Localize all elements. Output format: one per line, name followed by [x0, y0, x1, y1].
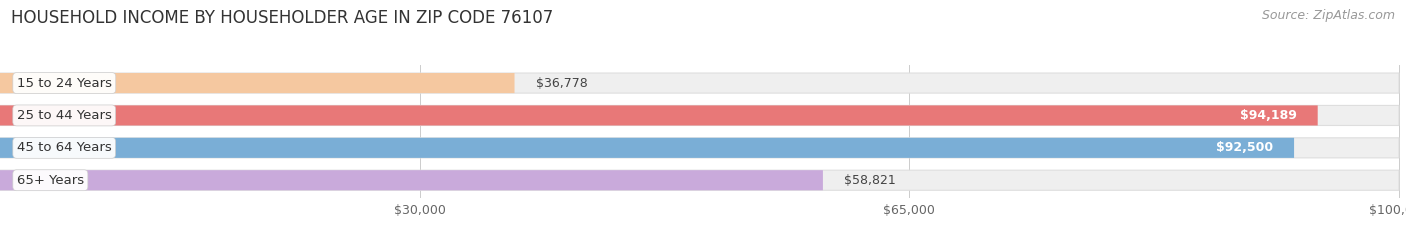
Text: 45 to 64 Years: 45 to 64 Years — [17, 141, 111, 154]
FancyBboxPatch shape — [0, 170, 823, 190]
Text: $36,778: $36,778 — [536, 77, 588, 89]
Text: Source: ZipAtlas.com: Source: ZipAtlas.com — [1261, 9, 1395, 22]
FancyBboxPatch shape — [0, 73, 1399, 93]
FancyBboxPatch shape — [0, 105, 1399, 126]
Text: 15 to 24 Years: 15 to 24 Years — [17, 77, 112, 89]
FancyBboxPatch shape — [0, 138, 1399, 158]
FancyBboxPatch shape — [0, 73, 515, 93]
Text: $92,500: $92,500 — [1216, 141, 1272, 154]
Text: 25 to 44 Years: 25 to 44 Years — [17, 109, 111, 122]
Text: 65+ Years: 65+ Years — [17, 174, 84, 187]
Text: $94,189: $94,189 — [1240, 109, 1296, 122]
FancyBboxPatch shape — [0, 138, 1294, 158]
Text: $58,821: $58,821 — [844, 174, 896, 187]
Text: HOUSEHOLD INCOME BY HOUSEHOLDER AGE IN ZIP CODE 76107: HOUSEHOLD INCOME BY HOUSEHOLDER AGE IN Z… — [11, 9, 554, 27]
FancyBboxPatch shape — [0, 170, 1399, 190]
FancyBboxPatch shape — [0, 105, 1317, 126]
